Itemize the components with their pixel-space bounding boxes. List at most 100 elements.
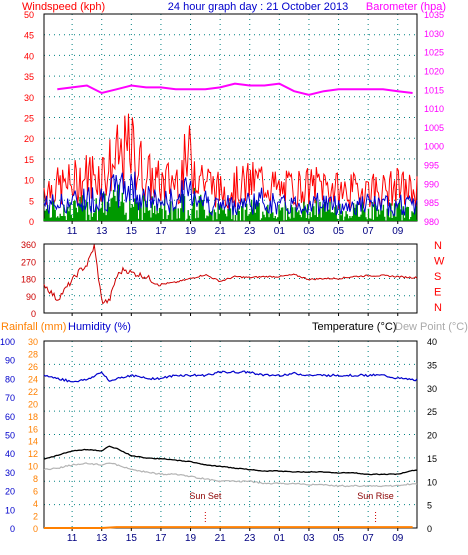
rain-ytick-7: 70 bbox=[5, 393, 15, 403]
rain-ytick-1: 10 bbox=[5, 505, 15, 515]
p3-xlabel-1: 13 bbox=[96, 533, 108, 544]
rainfall-line bbox=[44, 526, 413, 529]
direction-ytick-3: 270 bbox=[21, 257, 36, 267]
wind-ytick-9: 45 bbox=[24, 31, 34, 41]
temp-ytick-0: 0 bbox=[427, 524, 432, 534]
humidity-ytick-15: 30 bbox=[28, 337, 38, 347]
humidity-ytick-13: 26 bbox=[28, 362, 38, 372]
temp-ytick-7: 35 bbox=[427, 360, 437, 370]
humidity-ytick-0: 0 bbox=[33, 524, 38, 534]
baro-ytick-3: 995 bbox=[424, 161, 439, 171]
wind-ytick-3: 15 bbox=[24, 155, 34, 165]
temp-ytick-5: 25 bbox=[427, 407, 437, 417]
temp-ytick-1: 5 bbox=[427, 501, 432, 511]
baro-ytick-9: 1025 bbox=[424, 48, 444, 58]
rain-ytick-4: 40 bbox=[5, 449, 15, 459]
p1-xlabel-0: 11 bbox=[67, 226, 78, 237]
p1-xlabel-9: 05 bbox=[333, 226, 345, 237]
wind-average-bars bbox=[43, 184, 418, 221]
p1-xlabel-7: 01 bbox=[274, 226, 286, 237]
p3-xlabel-7: 01 bbox=[274, 533, 286, 544]
baro-ytick-4: 1000 bbox=[424, 142, 444, 152]
humidity-ytick-11: 22 bbox=[28, 387, 38, 397]
humidity-ytick-4: 8 bbox=[33, 474, 38, 484]
wind-direction-line bbox=[43, 244, 418, 305]
wind-baro-panel: 11 13 15 17 19 21 23 01 03 05 07 090510152025303540… bbox=[24, 10, 444, 237]
p3-xlabel-6: 23 bbox=[244, 533, 256, 544]
p1-xlabel-1: 13 bbox=[96, 226, 108, 237]
wind-ytick-2: 10 bbox=[24, 176, 34, 186]
humidity-ytick-3: 6 bbox=[33, 487, 38, 497]
humidity-axis-title: Humidity (%) bbox=[68, 321, 131, 333]
baro-ytick-1: 985 bbox=[424, 198, 439, 208]
baro-ytick-6: 1010 bbox=[424, 104, 444, 114]
p1-xlabel-6: 23 bbox=[244, 226, 256, 237]
humidity-ytick-6: 12 bbox=[28, 449, 38, 459]
p3-xlabel-0: 11 bbox=[67, 533, 78, 544]
humidity-ytick-9: 18 bbox=[28, 412, 38, 422]
wind-ytick-4: 20 bbox=[24, 134, 34, 144]
temp-ytick-8: 40 bbox=[427, 337, 437, 347]
chart-title: 24 hour graph day : 21 October 2013 bbox=[168, 1, 348, 13]
p1-xlabel-5: 21 bbox=[215, 226, 227, 237]
baro-ytick-7: 1015 bbox=[424, 85, 444, 95]
temp-ytick-6: 30 bbox=[427, 384, 437, 394]
rain-ytick-9: 90 bbox=[5, 356, 15, 366]
temp-ytick-2: 10 bbox=[427, 477, 437, 487]
wind-ytick-8: 40 bbox=[24, 51, 34, 61]
direction-ytick-4: 360 bbox=[21, 240, 36, 250]
baro-ytick-0: 980 bbox=[424, 217, 439, 227]
wind-axis-title: Windspeed (kph) bbox=[22, 1, 105, 13]
humidity-line bbox=[43, 370, 418, 383]
temperature-line bbox=[43, 445, 417, 476]
rain-ytick-0: 0 bbox=[10, 524, 15, 534]
p1-xlabel-3: 17 bbox=[155, 226, 167, 237]
wind-ytick-6: 30 bbox=[24, 93, 34, 103]
compass-label-3: E bbox=[434, 287, 441, 299]
barometer-line bbox=[57, 82, 413, 96]
rain-ytick-10: 100 bbox=[0, 337, 15, 347]
rain-ytick-8: 80 bbox=[5, 374, 15, 384]
compass-label-1: W bbox=[434, 256, 445, 268]
humidity-ytick-12: 24 bbox=[28, 374, 38, 384]
p3-xlabel-5: 21 bbox=[215, 533, 227, 544]
temp-ytick-4: 20 bbox=[427, 431, 437, 441]
humidity-ytick-5: 10 bbox=[28, 462, 38, 472]
humidity-ytick-14: 28 bbox=[28, 349, 38, 359]
p1-xlabel-4: 19 bbox=[185, 226, 197, 237]
baro-ytick-5: 1005 bbox=[424, 123, 444, 133]
compass-label-4: N bbox=[434, 302, 442, 314]
wind-average-line bbox=[43, 171, 418, 217]
wind-ytick-5: 25 bbox=[24, 114, 34, 124]
compass-label-2: S bbox=[434, 271, 441, 283]
temp-axis-title: Temperature (°C) bbox=[312, 321, 396, 333]
rain-axis-title: Rainfall (mm) bbox=[1, 321, 66, 333]
p3-xlabel-9: 05 bbox=[333, 533, 345, 544]
p3-xlabel-10: 07 bbox=[363, 533, 375, 544]
p3-xlabel-3: 17 bbox=[155, 533, 167, 544]
annotation-label-0: Sun Set bbox=[189, 491, 222, 501]
baro-ytick-10: 1030 bbox=[424, 29, 444, 39]
humidity-ytick-1: 2 bbox=[33, 512, 38, 522]
humidity-ytick-2: 4 bbox=[33, 499, 38, 509]
humidity-ytick-7: 14 bbox=[28, 437, 38, 447]
p1-xlabel-8: 03 bbox=[303, 226, 315, 237]
rain-ytick-3: 30 bbox=[5, 468, 15, 478]
humidity-ytick-10: 20 bbox=[28, 399, 38, 409]
wind-ytick-1: 5 bbox=[29, 196, 34, 206]
baro-ytick-8: 1020 bbox=[424, 66, 444, 76]
dewpoint-axis-title: Dew Point (°C) bbox=[395, 321, 468, 333]
wind-ytick-0: 0 bbox=[29, 217, 34, 227]
compass-label-0: N bbox=[434, 240, 442, 252]
temp-ytick-3: 15 bbox=[427, 454, 437, 464]
baro-ytick-2: 990 bbox=[424, 179, 439, 189]
annotation-label-1: Sun Rise bbox=[357, 491, 394, 501]
rain-ytick-5: 50 bbox=[5, 431, 15, 441]
rain-ytick-2: 20 bbox=[5, 487, 15, 497]
p1-xlabel-2: 15 bbox=[126, 226, 138, 237]
baro-ytick-11: 1035 bbox=[424, 10, 444, 20]
p3-xlabel-8: 03 bbox=[303, 533, 315, 544]
rain-ytick-6: 60 bbox=[5, 412, 15, 422]
